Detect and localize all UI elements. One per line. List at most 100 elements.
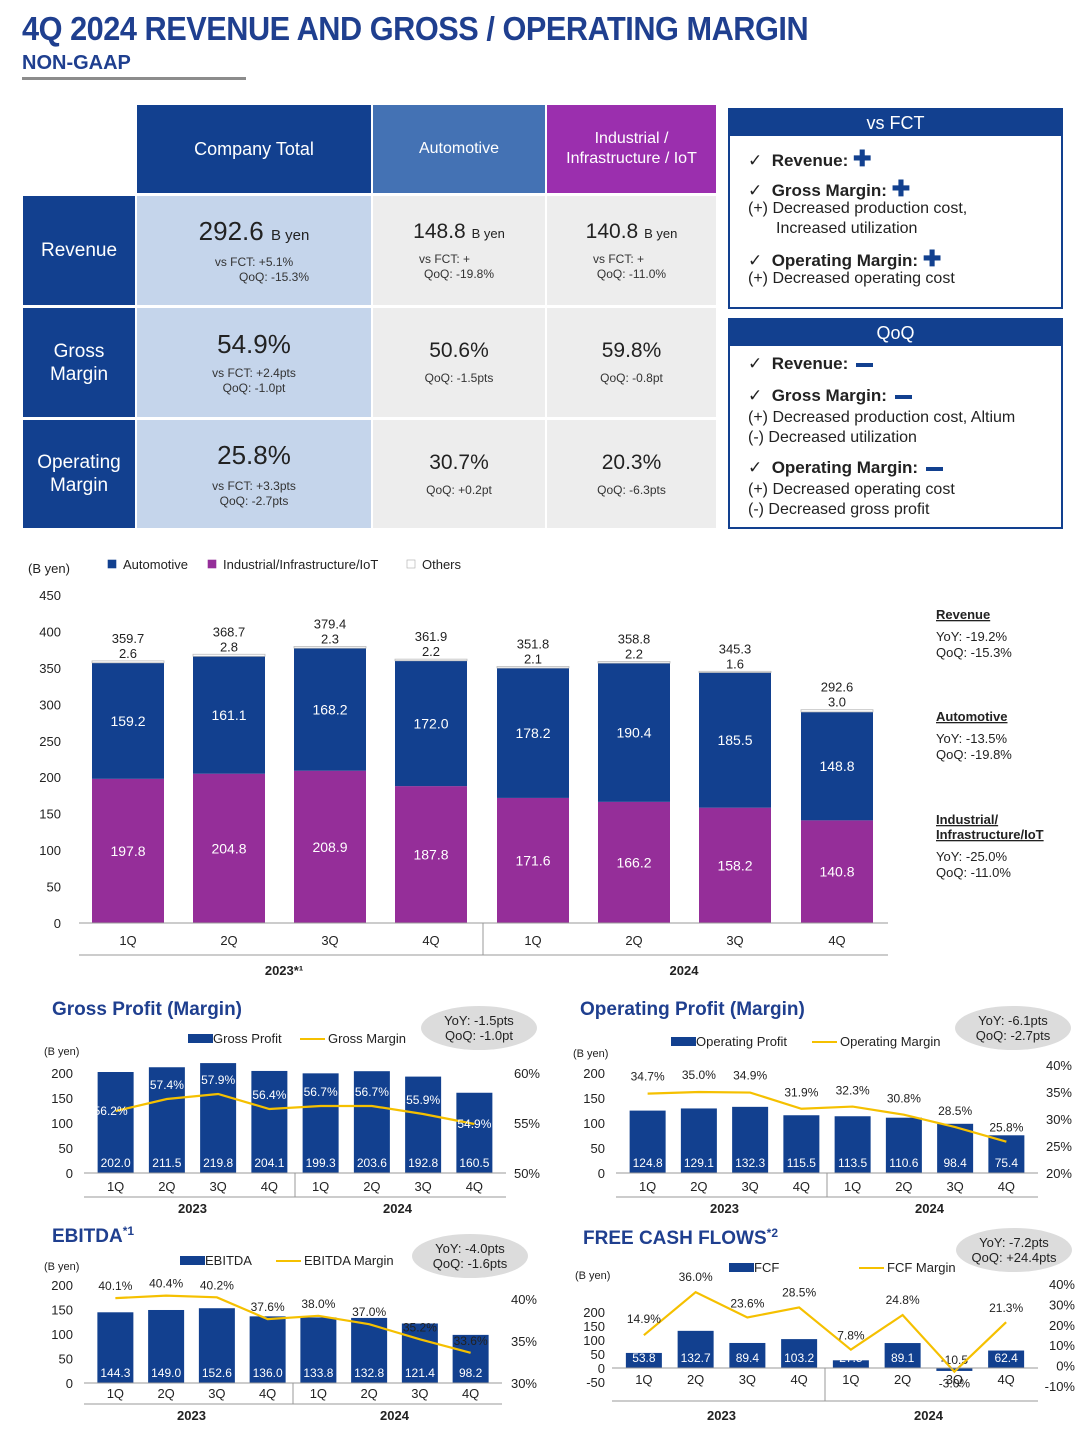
x-tick-label: 1Q (635, 1372, 652, 1387)
x-tick-label: 3Q (208, 1386, 225, 1401)
qoq-title: QoQ (730, 320, 1061, 346)
vs-fct-panel: vs FCT ✓ Revenue: ✚ ✓ Gross Margin: ✚ (+… (728, 108, 1063, 309)
side-note-title: Revenue (936, 607, 990, 622)
vs-fct-revenue: ✓ Revenue: ✚ (748, 146, 872, 171)
data-label-total: 379.4 (314, 616, 347, 631)
group-label: 2023 (710, 1201, 739, 1216)
y2-tick-label: 30% (511, 1376, 537, 1391)
y-tick-label: 0 (66, 1376, 73, 1391)
data-label-total: 368.7 (213, 624, 246, 639)
bar-value-label: 129.1 (684, 1156, 714, 1170)
legend-bar-label: EBITDA (205, 1253, 252, 1268)
y-tick-label: 200 (39, 770, 61, 785)
qoq-gross-note2: (-) Decreased utilization (748, 429, 917, 446)
minus-icon (926, 466, 944, 471)
margin-line (115, 1092, 475, 1126)
y-tick-label: 50 (591, 1347, 605, 1362)
group-label: 2023 (178, 1201, 207, 1216)
y-tick-label: 100 (583, 1116, 605, 1131)
margin-value-label: 56.2% (94, 1104, 128, 1118)
note-text: QoQ: -6.3pts (597, 482, 666, 497)
margin-value-label: 23.6% (730, 1296, 764, 1310)
bar-others (496, 666, 570, 669)
bar-industrial (395, 786, 467, 923)
legend-swatch (207, 559, 217, 569)
bar-value-label: 211.5 (152, 1156, 181, 1170)
data-label-industrial: 197.8 (110, 843, 145, 859)
bar-others (192, 653, 266, 657)
legend-label: Others (422, 557, 462, 572)
bar (732, 1106, 769, 1173)
x-tick-label: 1Q (842, 1372, 859, 1387)
bar (680, 1108, 717, 1173)
y-tick-label: 50 (591, 1141, 605, 1156)
note-text: QoQ: -1.0pt (222, 381, 286, 395)
data-label-others: 1.6 (726, 656, 744, 671)
plus-icon: ✚ (852, 146, 872, 171)
page-subtitle: NON-GAAP (22, 52, 131, 74)
y-tick-label: 0 (598, 1166, 605, 1181)
bar-value-label: 132.7 (681, 1351, 711, 1365)
bar-value-label: 113.5 (838, 1156, 867, 1170)
x-tick-label: 2Q (157, 1386, 174, 1401)
margin-value-label: 28.5% (938, 1104, 972, 1118)
plus-icon: ✚ (922, 246, 942, 271)
y-tick-label: 150 (583, 1091, 605, 1106)
x-tick-label: 3Q (321, 933, 338, 948)
data-label-automotive: 168.2 (312, 701, 347, 717)
y-tick-label: 350 (39, 661, 61, 676)
minus-icon (894, 394, 912, 399)
note-text: QoQ: -15.3% (238, 270, 310, 284)
x-tick-label: 1Q (312, 1179, 329, 1194)
bar (97, 1072, 134, 1173)
y-tick-label: 200 (51, 1278, 73, 1293)
y-tick-label: 150 (51, 1303, 73, 1318)
y2-tick-label: 40% (511, 1292, 537, 1307)
x-tick-label: 1Q (107, 1179, 124, 1194)
bar-value-label: 199.3 (306, 1156, 336, 1170)
bar-value-label: 121.4 (405, 1366, 435, 1380)
data-label-total: 361.9 (415, 629, 448, 644)
bar (885, 1117, 922, 1173)
margin-value-label: 33.6% (454, 1334, 488, 1348)
legend-label: Industrial/Infrastructure/IoT (223, 557, 378, 572)
check-icon: ✓ (748, 386, 763, 405)
side-note-yoy: YoY: -25.0% (936, 849, 1008, 864)
margin-line (643, 1290, 1007, 1374)
bar-industrial (699, 807, 771, 923)
y-tick-label: 0 (598, 1361, 605, 1376)
margin-value-label: 7.8% (837, 1329, 865, 1343)
bar (200, 1063, 237, 1173)
bar-value-label: 115.5 (787, 1156, 816, 1170)
group-label: 2024 (670, 963, 700, 978)
value-text: 20.3% (601, 450, 662, 474)
bar-value-label: 98.4 (943, 1156, 967, 1170)
qoq-revenue: ✓ Revenue: (748, 354, 874, 374)
y2-tick-label: 20% (1046, 1166, 1072, 1181)
x-tick-label: 3Q (726, 933, 743, 948)
y-tick-label: 450 (39, 588, 61, 603)
data-label-automotive: 159.2 (110, 713, 145, 729)
legend-bar-label: FCF (754, 1260, 779, 1275)
check-icon: ✓ (748, 458, 763, 477)
x-tick-label: 3Q (739, 1372, 756, 1387)
margin-value-label: 30.8% (887, 1092, 921, 1106)
y-tick-label: -50 (586, 1375, 605, 1390)
margin-line (647, 1090, 1007, 1143)
x-tick-label: 4Q (466, 1179, 483, 1194)
x-tick-label: 4Q (997, 1372, 1014, 1387)
margin-value-label: 37.6% (251, 1300, 285, 1314)
data-label-automotive: 185.5 (717, 732, 752, 748)
y-tick-label: 100 (39, 843, 61, 858)
vs-fct-gross: ✓ Gross Margin: ✚ (748, 176, 911, 201)
y2-tick-label: 35% (511, 1334, 537, 1349)
legend-line-label: Gross Margin (328, 1031, 406, 1046)
bar-value-label: 62.4 (994, 1351, 1018, 1365)
qoq-operating: ✓ Operating Margin: (748, 458, 944, 478)
side-note-qoq: QoQ: -15.3% (936, 645, 1012, 660)
x-tick-label: 2Q (158, 1179, 175, 1194)
y-tick-label: 400 (39, 624, 61, 639)
x-tick-label: 4Q (462, 1386, 479, 1401)
side-note-yoy: YoY: -13.5% (936, 731, 1008, 746)
bar-industrial (193, 773, 265, 923)
